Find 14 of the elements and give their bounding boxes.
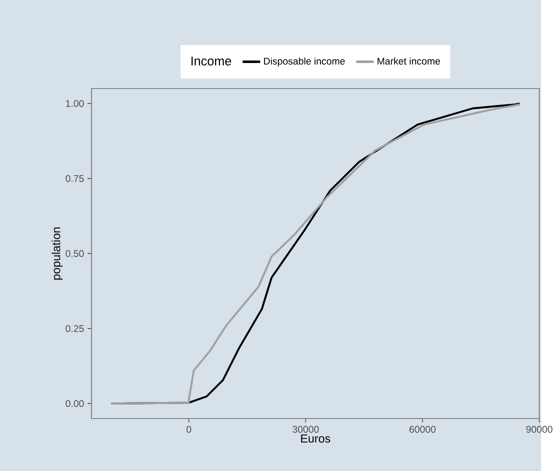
legend-label: Market income	[378, 57, 440, 65]
y-tick-label: 0.50	[66, 250, 84, 257]
x-tick-label: 60000	[409, 426, 436, 433]
y-tick-label: 0.75	[66, 175, 84, 182]
legend-label: Disposable income	[264, 57, 345, 66]
x-tick-label: 90000	[526, 426, 552, 433]
y-axis-title: population	[52, 227, 63, 280]
x-axis-title: Euros	[301, 434, 330, 443]
y-tick-label: 0.25	[66, 325, 84, 332]
y-tick-label: 0.00	[66, 400, 84, 407]
legend-title: Income	[192, 56, 232, 66]
x-tick-label: 0	[186, 426, 192, 433]
y-tick-label: 1.00	[66, 100, 84, 107]
x-tick-label: 30000	[292, 426, 319, 433]
